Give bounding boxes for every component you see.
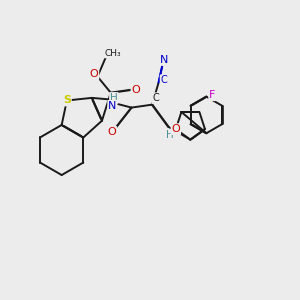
Text: N: N	[159, 55, 168, 65]
Text: S: S	[63, 95, 71, 106]
Text: C: C	[160, 75, 167, 85]
Text: F: F	[209, 90, 215, 100]
Text: C: C	[152, 93, 159, 103]
Text: O: O	[107, 127, 116, 137]
Text: O: O	[90, 69, 98, 79]
Text: O: O	[172, 124, 180, 134]
Text: H: H	[166, 130, 174, 140]
Text: CH₃: CH₃	[104, 49, 121, 58]
Text: O: O	[131, 85, 140, 95]
Text: N: N	[108, 101, 117, 111]
Text: H: H	[110, 93, 118, 103]
